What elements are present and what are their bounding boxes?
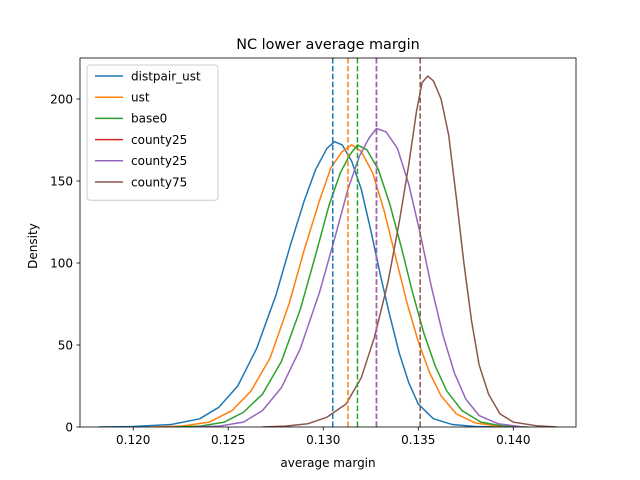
- y-tick-label: 200: [50, 92, 73, 106]
- series-line-1: [152, 144, 523, 427]
- y-tick-label: 150: [50, 174, 73, 188]
- x-axis-label: average margin: [280, 456, 375, 470]
- y-tick-label: 100: [50, 256, 73, 270]
- y-axis-label: Density: [26, 223, 40, 269]
- x-tick-label: 0.130: [306, 433, 340, 447]
- legend-label: county75: [131, 175, 187, 189]
- legend-label: ust: [131, 91, 150, 105]
- x-tick-label: 0.120: [116, 433, 150, 447]
- series-line-4: [193, 127, 523, 427]
- legend-label: county25: [131, 133, 187, 147]
- legend-label: base0: [131, 112, 167, 126]
- series-line-5: [262, 75, 558, 427]
- legend-frame: [86, 64, 219, 201]
- chart-title: NC lower average margin: [236, 37, 420, 53]
- x-tick-label: 0.140: [496, 433, 530, 447]
- x-tick-label: 0.125: [211, 433, 245, 447]
- y-tick-label: 50: [58, 338, 73, 352]
- mean-lines: [332, 58, 421, 427]
- y-tick-label: 0: [65, 420, 73, 434]
- legend-label: distpair_ust: [131, 69, 201, 83]
- x-tick-label: 0.135: [401, 433, 435, 447]
- axes: 0.120 0.125 0.130 0.135 0.140 0 50 100 150 200: [50, 57, 577, 447]
- axes-frame: [79, 57, 577, 428]
- series-line-2: [174, 144, 529, 427]
- series-line-0: [98, 140, 500, 427]
- legend-label: county25: [131, 154, 187, 168]
- series-layer: [98, 75, 558, 427]
